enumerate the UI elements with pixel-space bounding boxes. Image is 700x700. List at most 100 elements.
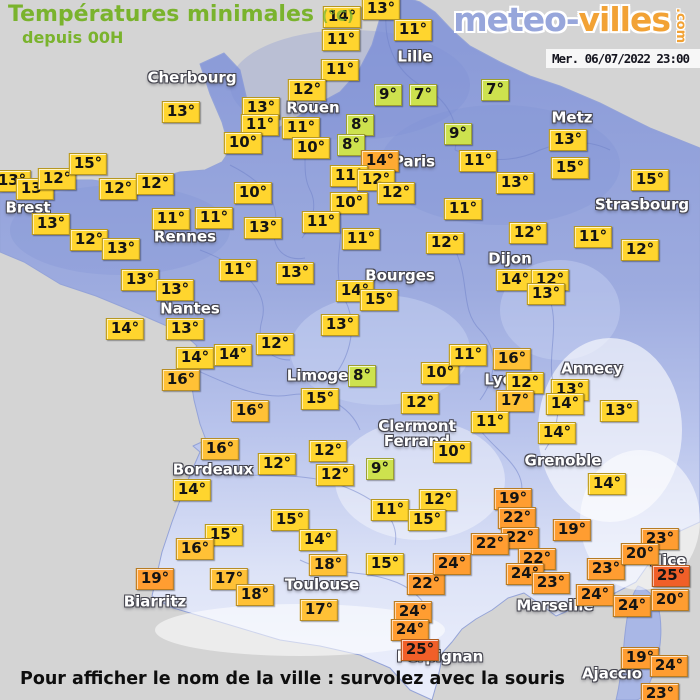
temp-label[interactable]: 19°: [620, 647, 660, 669]
temp-label[interactable]: 14°: [105, 318, 145, 340]
temp-label[interactable]: 9°: [366, 458, 394, 480]
temp-label[interactable]: 11°: [458, 150, 498, 172]
temp-label[interactable]: 12°: [255, 333, 295, 355]
temp-label[interactable]: 12°: [620, 239, 660, 261]
temp-label[interactable]: 15°: [407, 509, 447, 531]
temp-label[interactable]: 24°: [575, 584, 615, 606]
temp-label[interactable]: 12°: [315, 464, 355, 486]
temp-label[interactable]: 12°: [135, 173, 175, 195]
temp-label[interactable]: 14°: [587, 473, 627, 495]
temp-label[interactable]: 11°: [573, 226, 613, 248]
temp-label[interactable]: 16°: [161, 369, 201, 391]
temp-label[interactable]: 7°: [481, 79, 509, 101]
temp-label[interactable]: 11°: [443, 198, 483, 220]
temp-label[interactable]: 19°: [135, 568, 175, 590]
temp-label[interactable]: 13°: [548, 129, 588, 151]
temp-label[interactable]: 9°: [444, 123, 472, 145]
temp-label[interactable]: 13°: [599, 400, 639, 422]
temp-label[interactable]: 23°: [640, 528, 680, 550]
temp-label[interactable]: 18°: [308, 554, 348, 576]
temp-label[interactable]: 25°: [400, 639, 440, 661]
temp-label[interactable]: 11°: [218, 259, 258, 281]
temp-label[interactable]: 25°: [651, 565, 691, 587]
temp-label[interactable]: 13°: [241, 97, 281, 119]
temp-label[interactable]: 13°: [526, 283, 566, 305]
temp-label[interactable]: 24°: [390, 619, 430, 641]
temp-label[interactable]: 13°: [15, 178, 55, 200]
temp-label[interactable]: 12°: [257, 453, 297, 475]
temp-label[interactable]: 12°: [308, 440, 348, 462]
temp-label[interactable]: 11°: [320, 59, 360, 81]
temp-label[interactable]: 13°: [120, 269, 160, 291]
temp-label[interactable]: 14°: [175, 347, 215, 369]
temp-label[interactable]: 12°: [287, 79, 327, 101]
temp-label[interactable]: 13°: [161, 101, 201, 123]
temp-label[interactable]: 14°: [360, 150, 400, 172]
temp-label[interactable]: 23°: [586, 558, 626, 580]
temp-label[interactable]: 9°: [374, 84, 402, 106]
temp-label[interactable]: 13°: [243, 217, 283, 239]
temp-label[interactable]: 11°: [448, 344, 488, 366]
temp-label[interactable]: 15°: [359, 289, 399, 311]
temp-label[interactable]: 8°: [346, 114, 374, 136]
temp-label[interactable]: 13°: [275, 262, 315, 284]
temp-label[interactable]: 16°: [175, 538, 215, 560]
temp-label[interactable]: 11°: [470, 411, 510, 433]
temp-label[interactable]: 12°: [376, 182, 416, 204]
temp-label[interactable]: 13°: [101, 238, 141, 260]
temp-label[interactable]: 15°: [630, 169, 670, 191]
temp-label[interactable]: 15°: [270, 509, 310, 531]
temp-label[interactable]: 17°: [299, 599, 339, 621]
temp-label[interactable]: 10°: [291, 137, 331, 159]
temp-label[interactable]: 11°: [301, 211, 341, 233]
temp-label[interactable]: 11°: [393, 19, 433, 41]
temp-label[interactable]: 23°: [531, 572, 571, 594]
temp-label[interactable]: 11°: [341, 228, 381, 250]
temp-label[interactable]: 13°: [495, 172, 535, 194]
temp-label[interactable]: 17°: [495, 390, 535, 412]
temp-label[interactable]: 15°: [68, 153, 108, 175]
temp-label[interactable]: 19°: [552, 519, 592, 541]
temp-label[interactable]: 23°: [640, 683, 680, 700]
temp-label[interactable]: 20°: [620, 543, 660, 565]
temp-label[interactable]: 12°: [69, 229, 109, 251]
temp-label[interactable]: 13°: [155, 279, 195, 301]
temp-label[interactable]: 14°: [495, 269, 535, 291]
temp-label[interactable]: 14°: [172, 479, 212, 501]
temp-label[interactable]: 11°: [321, 29, 361, 51]
temp-label[interactable]: 22°: [406, 573, 446, 595]
temp-label[interactable]: 15°: [300, 388, 340, 410]
temp-label[interactable]: 16°: [200, 438, 240, 460]
temp-label[interactable]: 13°: [165, 318, 205, 340]
temp-label[interactable]: 11°: [281, 117, 321, 139]
temp-label[interactable]: 22°: [497, 507, 537, 529]
temp-label[interactable]: 13°: [320, 314, 360, 336]
temp-label[interactable]: 15°: [204, 524, 244, 546]
meteo-villes-logo[interactable]: meteo-villes: [453, 0, 671, 39]
temp-label[interactable]: 10°: [233, 182, 273, 204]
temp-label[interactable]: 14°: [545, 393, 585, 415]
temp-label[interactable]: 14°: [298, 529, 338, 551]
temp-label[interactable]: 13°: [31, 213, 71, 235]
temp-label[interactable]: 15°: [365, 553, 405, 575]
temp-label[interactable]: 20°: [650, 589, 690, 611]
temp-label[interactable]: 12°: [37, 168, 77, 190]
temp-label[interactable]: 12°: [400, 392, 440, 414]
temp-label[interactable]: 10°: [420, 362, 460, 384]
temp-label[interactable]: 12°: [508, 222, 548, 244]
temp-label[interactable]: 8°: [337, 134, 365, 156]
temp-label[interactable]: 14°: [322, 6, 362, 28]
temp-label[interactable]: 11°: [370, 499, 410, 521]
temp-label[interactable]: 24°: [649, 655, 689, 677]
temp-label[interactable]: 7°: [409, 84, 437, 106]
temp-label[interactable]: 24°: [612, 595, 652, 617]
temp-label[interactable]: 10°: [223, 132, 263, 154]
temp-label[interactable]: 13°: [361, 0, 401, 20]
temp-label[interactable]: 10°: [432, 441, 472, 463]
temp-label[interactable]: 10°: [329, 192, 369, 214]
temp-label[interactable]: 11°: [151, 208, 191, 230]
temp-label[interactable]: 12°: [98, 178, 138, 200]
temp-label[interactable]: 16°: [230, 400, 270, 422]
temp-label[interactable]: 11°: [240, 114, 280, 136]
temp-label[interactable]: 14°: [537, 422, 577, 444]
